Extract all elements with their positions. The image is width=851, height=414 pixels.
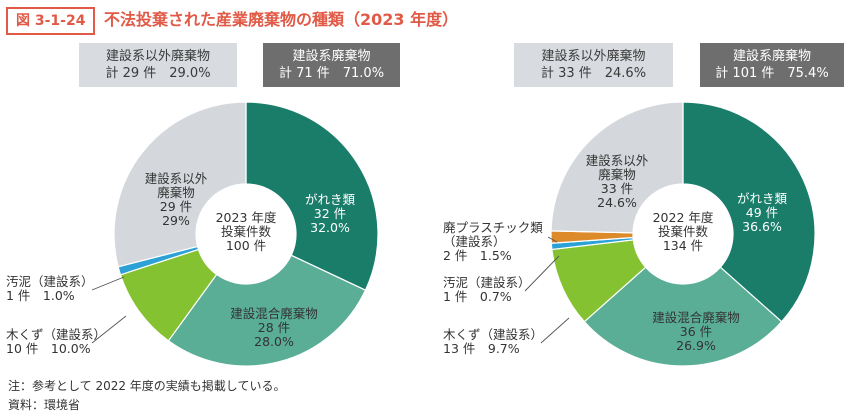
donut-slice [245, 101, 379, 292]
summary-value: 計 29 件 29.0% [105, 66, 211, 81]
summary-value: 計 71 件 71.0% [278, 66, 385, 81]
slice-label: 木くず（建設系） 13 件 9.7% [443, 327, 543, 356]
leader-line [91, 315, 127, 344]
center-label-line: 2022 年度 [653, 210, 714, 225]
slice-label-line: 29 件 [160, 199, 192, 214]
center-label-line: 100 件 [226, 238, 266, 253]
donut-slice [167, 254, 367, 367]
slice-label: 建設混合廃棄物 36 件 26.9% [652, 310, 740, 353]
slice-label-line: 廃プラスチック類 [443, 220, 543, 235]
summary-title: 建設系以外廃棄物 [105, 49, 210, 64]
center-label-line: 投棄件数 [658, 224, 709, 239]
summary-value: 計 33 件 24.6% [540, 66, 647, 81]
donut-slice [113, 101, 247, 268]
leader-line [524, 255, 560, 292]
figure-number-badge: 図 3-1-24 [6, 7, 96, 35]
summary-construction-2023: 建設系廃棄物 計 71 件 71.0% [263, 43, 400, 87]
donut-chart-1: がれき類 49 件 36.6% 建設混合廃棄物 36 件 26.9% 木くず（建設系） 13 … [443, 101, 816, 367]
center-label-line: 投棄件数 [221, 224, 272, 239]
slice-label-line: 33 件 [601, 181, 633, 196]
slice-label-line: 10 件 10.0% [6, 341, 91, 356]
slice-label-line: 木くず（建設系） [443, 327, 543, 342]
slice-label: 汚泥（建設系） 1 件 0.7% [443, 275, 531, 304]
slice-label-line: 建設系以外 [586, 153, 649, 168]
summary-title: 建設系廃棄物 [292, 49, 371, 64]
donut-chart-0: がれき類 32 件 32.0% 建設混合廃棄物 28 件 28.0% 木くず（建設系） 10 … [6, 101, 379, 367]
slice-label: 建設系以外廃棄物 33 件 24.6% [586, 153, 649, 210]
slice-label-line: 木くず（建設系） [6, 327, 106, 342]
slice-label-line: 28 件 [258, 320, 290, 335]
summary-construction-2022: 建設系廃棄物 計 101 件 75.4% [700, 43, 844, 87]
slice-label-line: 汚泥（建設系） [6, 274, 94, 289]
slice-label-line: 建設混合廃棄物 [652, 310, 740, 325]
source-note: 資料：環境省 [8, 398, 81, 412]
slice-label-line: 26.9% [676, 338, 716, 353]
slice-label-line: 廃棄物 [157, 185, 195, 200]
slice-label: がれき類 32 件 32.0% [305, 192, 356, 235]
slice-label-line: 建設系以外 [145, 171, 208, 186]
slice-label-line: 36.6% [742, 219, 782, 234]
donut-slice [550, 101, 684, 234]
slice-label: 建設系以外廃棄物 29 件 29% [145, 171, 208, 228]
slice-label-line: 2 件 1.5% [443, 248, 512, 263]
slice-label-line: 廃棄物 [598, 167, 636, 182]
center-label: 2022 年度投棄件数 134 件 [653, 210, 714, 253]
donut-slice [583, 266, 783, 367]
summary-value: 計 101 件 75.4% [715, 66, 829, 81]
slice-label-line: 1 件 0.7% [443, 289, 512, 304]
summary-nonconstruction-2022: 建設系以外廃棄物 計 33 件 24.6% [514, 43, 673, 87]
slice-label-line: 24.6% [597, 195, 637, 210]
slice-label-line: 29% [162, 213, 190, 228]
slice-label: 廃プラスチック類（建設系） 2 件 1.5% [443, 220, 543, 263]
figure-title: 不法投棄された産業廃棄物の種類（2023 年度） [104, 10, 459, 29]
footnote: 注：参考として 2022 年度の実績も掲載している。 [8, 379, 286, 393]
leader-line [540, 317, 570, 344]
donut-slice [682, 101, 816, 323]
summary-title: 建設系廃棄物 [732, 49, 811, 64]
summary-nonconstruction-2023: 建設系以外廃棄物 計 29 件 29.0% [79, 43, 237, 87]
slice-label-line: 32.0% [310, 220, 350, 235]
center-label: 2023 年度投棄件数 100 件 [216, 210, 277, 253]
slice-label-line: 汚泥（建設系） [443, 275, 531, 290]
summary-title: 建設系以外廃棄物 [541, 49, 646, 64]
slice-label-line: 32 件 [314, 206, 346, 221]
slice-label-line: がれき類 [305, 192, 356, 207]
center-label-line: 2023 年度 [216, 210, 277, 225]
center-label-line: 134 件 [663, 238, 703, 253]
slice-label-line: 1 件 1.0% [6, 288, 75, 303]
slice-label-line: 49 件 [746, 205, 778, 220]
slice-label: 建設混合廃棄物 28 件 28.0% [230, 306, 318, 349]
slice-label: 汚泥（建設系） 1 件 1.0% [6, 274, 94, 303]
slice-label-line: 36 件 [680, 324, 712, 339]
slice-label-line: （建設系） [443, 234, 506, 249]
leader-line [547, 236, 558, 243]
slice-label-line: 13 件 9.7% [443, 341, 520, 356]
slice-label-line: 建設混合廃棄物 [230, 306, 318, 321]
slice-label-line: 28.0% [254, 334, 294, 349]
slice-label: 木くず（建設系） 10 件 10.0% [6, 327, 106, 356]
slice-label: がれき類 49 件 36.6% [737, 191, 788, 234]
slice-label-line: がれき類 [737, 191, 788, 206]
leader-line [91, 276, 125, 291]
